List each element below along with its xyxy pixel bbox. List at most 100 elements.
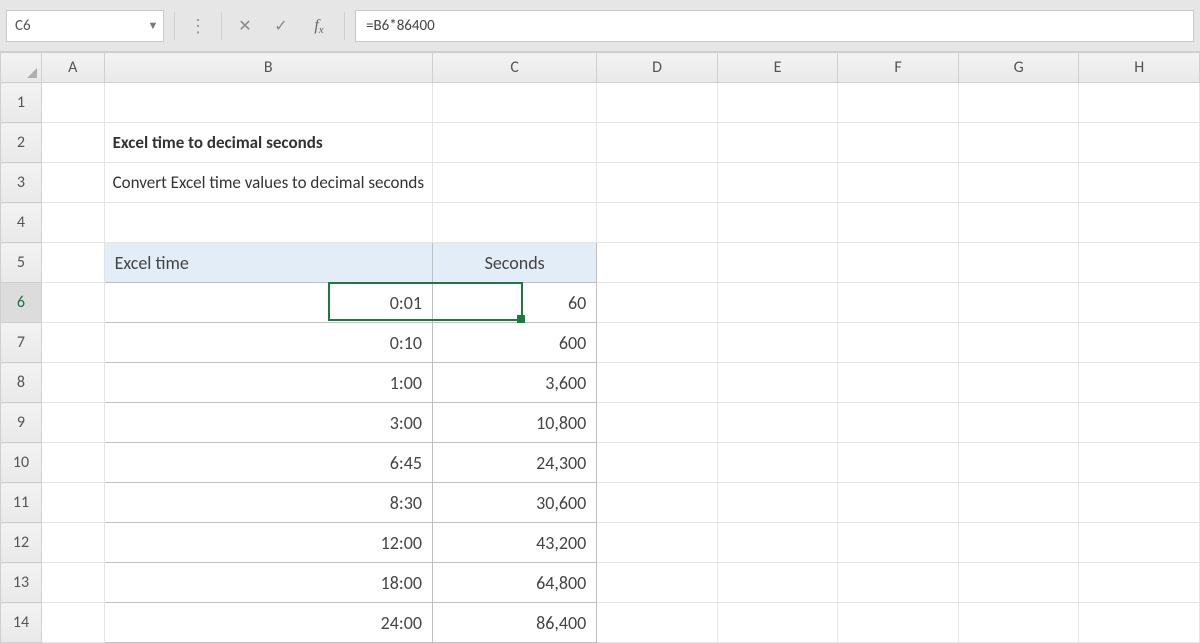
row-header-4[interactable]: 4 — [1, 203, 42, 243]
cell-H4[interactable] — [1079, 203, 1200, 243]
column-header-f[interactable]: F — [838, 53, 959, 83]
cell-B10[interactable]: 6:45 — [104, 443, 432, 483]
cell-C14[interactable]: 86,400 — [432, 603, 596, 643]
chevron-down-icon[interactable]: ▼ — [143, 19, 163, 32]
cell-E9[interactable] — [717, 403, 838, 443]
cell-H10[interactable] — [1079, 443, 1200, 483]
cell-H1[interactable] — [1079, 83, 1200, 123]
cell-D9[interactable] — [597, 403, 718, 443]
cell-C3[interactable] — [432, 163, 596, 203]
row-header-11[interactable]: 11 — [1, 483, 42, 523]
cell-D5[interactable] — [597, 243, 718, 283]
cell-D1[interactable] — [597, 83, 718, 123]
cell-F8[interactable] — [838, 363, 959, 403]
cell-E4[interactable] — [717, 203, 838, 243]
cell-B13[interactable]: 18:00 — [104, 563, 432, 603]
row-header-6[interactable]: 6 — [1, 283, 42, 323]
row-header-5[interactable]: 5 — [1, 243, 42, 283]
row-header-10[interactable]: 10 — [1, 443, 42, 483]
spreadsheet-grid[interactable]: ABCDEFGH12Excel time to decimal seconds3… — [0, 52, 1200, 643]
cell-E1[interactable] — [717, 83, 838, 123]
cell-A6[interactable] — [41, 283, 104, 323]
cell-D4[interactable] — [597, 203, 718, 243]
column-header-e[interactable]: E — [717, 53, 838, 83]
cell-D3[interactable] — [597, 163, 718, 203]
cell-A9[interactable] — [41, 403, 104, 443]
cell-C1[interactable] — [432, 83, 596, 123]
cell-E6[interactable] — [717, 283, 838, 323]
cell-H11[interactable] — [1079, 483, 1200, 523]
cell-A8[interactable] — [41, 363, 104, 403]
cell-B7[interactable]: 0:10 — [104, 323, 432, 363]
cell-F11[interactable] — [838, 483, 959, 523]
cell-F2[interactable] — [838, 123, 959, 163]
cell-E3[interactable] — [717, 163, 838, 203]
cell-G3[interactable] — [958, 163, 1079, 203]
cell-A12[interactable] — [41, 523, 104, 563]
cell-E11[interactable] — [717, 483, 838, 523]
cell-A11[interactable] — [41, 483, 104, 523]
column-header-g[interactable]: G — [958, 53, 1079, 83]
cell-B11[interactable]: 8:30 — [104, 483, 432, 523]
cell-D8[interactable] — [597, 363, 718, 403]
cell-F4[interactable] — [838, 203, 959, 243]
cell-B12[interactable]: 12:00 — [104, 523, 432, 563]
cell-C6[interactable]: 60 — [432, 283, 596, 323]
cell-A7[interactable] — [41, 323, 104, 363]
cell-B3[interactable]: Convert Excel time values to decimal sec… — [104, 163, 432, 203]
cell-C13[interactable]: 64,800 — [432, 563, 596, 603]
column-header-d[interactable]: D — [597, 53, 718, 83]
cell-F13[interactable] — [838, 563, 959, 603]
cell-E2[interactable] — [717, 123, 838, 163]
cell-G2[interactable] — [958, 123, 1079, 163]
cell-H7[interactable] — [1079, 323, 1200, 363]
row-header-7[interactable]: 7 — [1, 323, 42, 363]
row-header-13[interactable]: 13 — [1, 563, 42, 603]
formula-input[interactable]: =B6*86400 — [355, 10, 1194, 42]
cell-B14[interactable]: 24:00 — [104, 603, 432, 643]
cell-G11[interactable] — [958, 483, 1079, 523]
column-header-c[interactable]: C — [432, 53, 596, 83]
column-header-a[interactable]: A — [41, 53, 104, 83]
cell-B2[interactable]: Excel time to decimal seconds — [104, 123, 432, 163]
cell-F12[interactable] — [838, 523, 959, 563]
cell-D12[interactable] — [597, 523, 718, 563]
row-header-1[interactable]: 1 — [1, 83, 42, 123]
cell-A13[interactable] — [41, 563, 104, 603]
cell-E10[interactable] — [717, 443, 838, 483]
cell-C9[interactable]: 10,800 — [432, 403, 596, 443]
cell-H13[interactable] — [1079, 563, 1200, 603]
cell-B6[interactable]: 0:01 — [104, 283, 432, 323]
cancel-icon[interactable]: ✕ — [232, 16, 258, 36]
cell-E7[interactable] — [717, 323, 838, 363]
cell-E8[interactable] — [717, 363, 838, 403]
more-icon[interactable]: ⋮ — [185, 15, 211, 37]
cell-D13[interactable] — [597, 563, 718, 603]
cell-E13[interactable] — [717, 563, 838, 603]
cell-A14[interactable] — [41, 603, 104, 643]
row-header-9[interactable]: 9 — [1, 403, 42, 443]
cell-F14[interactable] — [838, 603, 959, 643]
row-header-2[interactable]: 2 — [1, 123, 42, 163]
cell-G1[interactable] — [958, 83, 1079, 123]
cell-D14[interactable] — [597, 603, 718, 643]
cell-G7[interactable] — [958, 323, 1079, 363]
row-header-14[interactable]: 14 — [1, 603, 42, 643]
cell-H9[interactable] — [1079, 403, 1200, 443]
cell-B4[interactable] — [104, 203, 432, 243]
cell-C7[interactable]: 600 — [432, 323, 596, 363]
cell-C5[interactable]: Seconds — [432, 243, 596, 283]
select-all-corner[interactable] — [1, 53, 42, 83]
cell-A4[interactable] — [41, 203, 104, 243]
cell-G4[interactable] — [958, 203, 1079, 243]
cell-D7[interactable] — [597, 323, 718, 363]
cell-G12[interactable] — [958, 523, 1079, 563]
cell-E5[interactable] — [717, 243, 838, 283]
cell-H3[interactable] — [1079, 163, 1200, 203]
cell-C10[interactable]: 24,300 — [432, 443, 596, 483]
cell-C8[interactable]: 3,600 — [432, 363, 596, 403]
cell-A3[interactable] — [41, 163, 104, 203]
cell-H14[interactable] — [1079, 603, 1200, 643]
cell-H2[interactable] — [1079, 123, 1200, 163]
column-header-h[interactable]: H — [1079, 53, 1200, 83]
